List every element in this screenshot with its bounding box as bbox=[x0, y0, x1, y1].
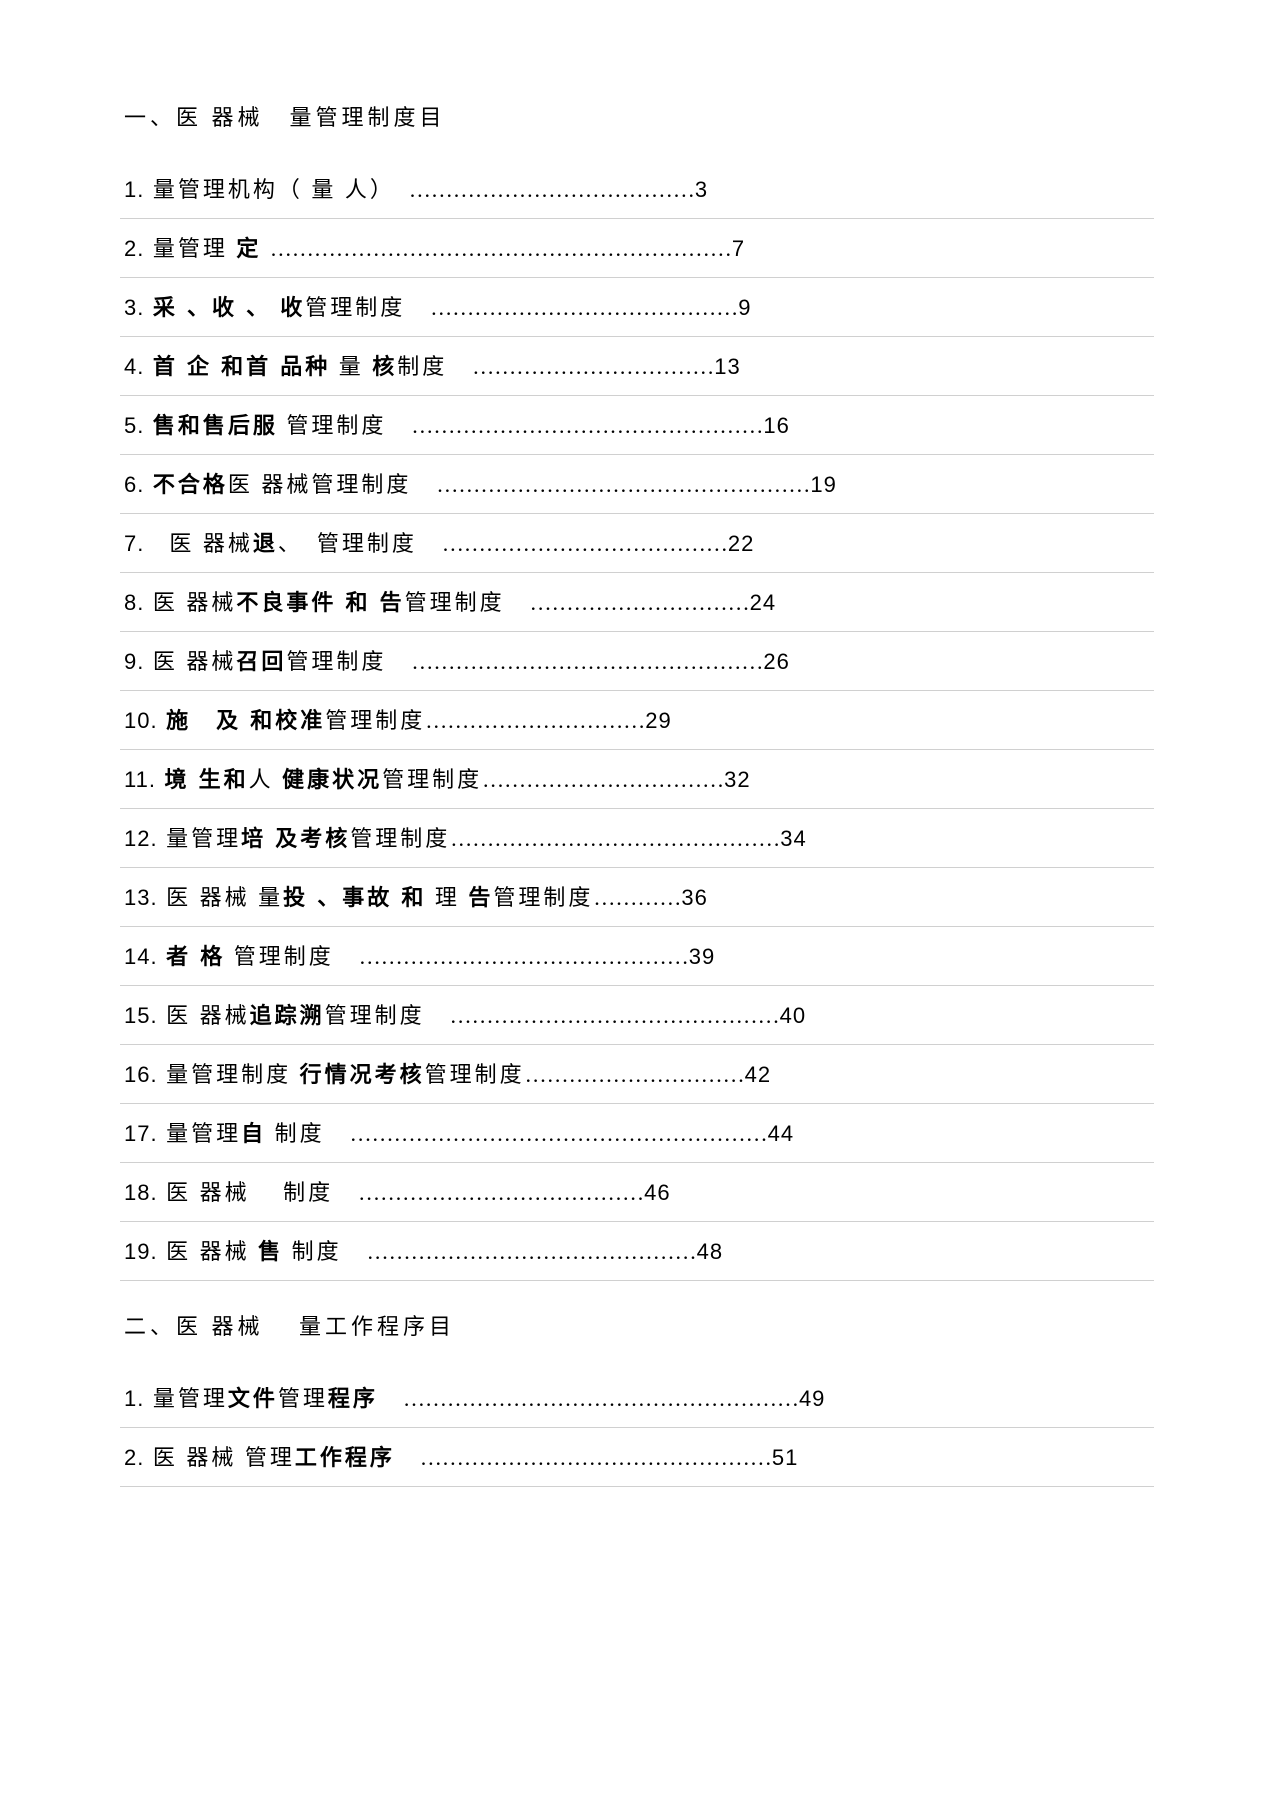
toc-entry: 2. 量管理 定 ………………………………………………………7 bbox=[120, 219, 1154, 278]
toc-entry: 7. 医 器械退、 管理制度 …………………………………22 bbox=[120, 514, 1154, 573]
toc-entry: 4. 首 企 和首 品种 量 核制度 ……………………………13 bbox=[120, 337, 1154, 396]
toc-entry: 10. 施 及 和校准管理制度…………………………29 bbox=[120, 691, 1154, 750]
toc-entry: 5. 售和售后服 管理制度 …………………………………………16 bbox=[120, 396, 1154, 455]
toc-entry: 15. 医 器械追踪溯管理制度 ………………………………………40 bbox=[120, 986, 1154, 1045]
toc-entry: 11. 境 生和人 健康状况管理制度……………………………32 bbox=[120, 750, 1154, 809]
section-1-header: 一、医 器械 量管理制度目 bbox=[120, 100, 1154, 132]
section-2-header: 二、医 器械 量工作程序目 bbox=[120, 1309, 1154, 1341]
toc-entry: 3. 采 、收 、 收管理制度 ……………………………………9 bbox=[120, 278, 1154, 337]
toc-entry: 18. 医 器械 制度 …………………………………46 bbox=[120, 1163, 1154, 1222]
toc-entry: 1. 量管理机构（ 量 人） …………………………………3 bbox=[120, 160, 1154, 219]
toc-entry: 17. 量管理自 制度 …………………………………………………44 bbox=[120, 1104, 1154, 1163]
document-page: 一、医 器械 量管理制度目 1. 量管理机构（ 量 人） ……………………………… bbox=[120, 100, 1154, 1487]
toc-entry: 13. 医 器械 量投 、事故 和 理 告管理制度…………36 bbox=[120, 868, 1154, 927]
toc-entry: 8. 医 器械不良事件 和 告管理制度 …………………………24 bbox=[120, 573, 1154, 632]
toc-entry: 12. 量管理培 及考核管理制度………………………………………34 bbox=[120, 809, 1154, 868]
toc-entry: 6. 不合格医 器械管理制度 ……………………………………………19 bbox=[120, 455, 1154, 514]
toc-entry: 2. 医 器械 管理工作程序 …………………………………………51 bbox=[120, 1428, 1154, 1487]
toc-entry: 16. 量管理制度 行情况考核管理制度…………………………42 bbox=[120, 1045, 1154, 1104]
toc-entry: 14. 者 格 管理制度 ………………………………………39 bbox=[120, 927, 1154, 986]
toc-entry: 1. 量管理文件管理程序 ………………………………………………49 bbox=[120, 1369, 1154, 1428]
toc-entry: 19. 医 器械 售 制度 ………………………………………48 bbox=[120, 1222, 1154, 1281]
toc-entry: 9. 医 器械召回管理制度 …………………………………………26 bbox=[120, 632, 1154, 691]
